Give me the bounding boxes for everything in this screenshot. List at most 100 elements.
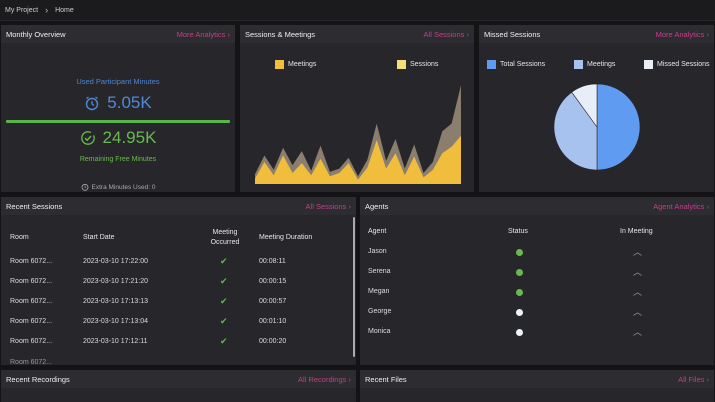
recent-recordings-header: Recent Recordings All Recordings › bbox=[1, 370, 356, 388]
legend-pie-meetings[interactable]: Meetings bbox=[574, 60, 615, 69]
col-meeting-occurred[interactable]: Meeting Occurred bbox=[210, 229, 240, 246]
remaining-minutes-label: Remaining Free Minutes bbox=[79, 156, 157, 163]
legend-sessions[interactable]: Sessions bbox=[397, 60, 438, 69]
col-meeting-duration[interactable]: Meeting Duration bbox=[259, 234, 313, 241]
recent-sessions-header: Recent Sessions All Sessions › bbox=[1, 197, 356, 215]
monthly-overview-panel: Monthly Overview More Analytics › Used P… bbox=[1, 25, 235, 192]
legend-missed-sessions[interactable]: Missed Sessions bbox=[644, 60, 710, 69]
all-recordings-link[interactable]: All Recordings › bbox=[298, 374, 351, 384]
all-sessions-link-label: All Sessions bbox=[423, 29, 465, 39]
recent-files-header: Recent Files All Files › bbox=[360, 370, 714, 388]
legend-meetings[interactable]: Meetings bbox=[275, 60, 316, 69]
check-icon: ✔ bbox=[220, 296, 228, 306]
table-row[interactable]: Room 6072... 2023-03-10 17:22:00 ✔ 00:08:11 bbox=[1, 253, 356, 273]
table-row[interactable]: Room 6072... 2023-03-10 17:21:20 ✔ 00:00:15 bbox=[1, 273, 356, 293]
timer-icon bbox=[81, 183, 89, 191]
session-duration: 00:00:20 bbox=[259, 338, 287, 345]
col-in-meeting[interactable]: In Meeting bbox=[620, 228, 653, 235]
legend-pie-meetings-label: Meetings bbox=[587, 61, 616, 68]
list-item[interactable]: Megan ︿ bbox=[360, 283, 714, 303]
sessions-area-chart bbox=[255, 85, 461, 184]
status-dot-icon bbox=[516, 249, 523, 256]
session-start-date: 2023-03-10 17:21:20 bbox=[83, 278, 148, 285]
truncated-row: Room 6072... bbox=[1, 357, 356, 365]
legend-total-sessions-label: Total Sessions bbox=[500, 61, 546, 68]
chevron-up-icon[interactable]: ︿ bbox=[633, 307, 643, 317]
used-minutes-label: Used Participant Minutes bbox=[76, 77, 160, 86]
legend-sessions-label: Sessions bbox=[410, 61, 439, 68]
all-files-link[interactable]: All Files › bbox=[678, 374, 709, 384]
extra-minutes-row: Extra Minutes Used: 0 bbox=[1, 183, 235, 191]
chevron-up-icon[interactable]: ︿ bbox=[633, 287, 643, 297]
agent-name: George bbox=[368, 308, 392, 315]
legend-pie-meetings-swatch bbox=[574, 60, 583, 69]
legend-meetings-swatch bbox=[275, 60, 284, 69]
missed-sessions-title: Missed Sessions bbox=[484, 29, 541, 39]
pie-slice-missed-sessions[interactable] bbox=[571, 83, 598, 128]
breadcrumb: My Project › Home bbox=[0, 0, 715, 21]
chevron-up-icon[interactable]: ︿ bbox=[633, 327, 643, 337]
legend-total-sessions-swatch bbox=[487, 60, 496, 69]
session-room: Room 6072... bbox=[10, 338, 53, 345]
missed-more-analytics-link[interactable]: More Analytics › bbox=[655, 29, 709, 39]
check-icon: ✔ bbox=[220, 276, 228, 286]
legend-total-sessions[interactable]: Total Sessions bbox=[487, 60, 545, 69]
col-start-date[interactable]: Start Date bbox=[83, 234, 115, 241]
agents-panel: Agents Agent Analytics › Agent Status In… bbox=[360, 197, 714, 365]
session-start-date: 2023-03-10 17:22:00 bbox=[83, 258, 148, 265]
agent-analytics-link[interactable]: Agent Analytics › bbox=[653, 201, 709, 211]
table-row[interactable]: Room 6072... 2023-03-10 17:13:13 ✔ 00:00:57 bbox=[1, 293, 356, 313]
session-room: Room 6072... bbox=[10, 278, 53, 285]
list-item[interactable]: Serena ︿ bbox=[360, 263, 714, 283]
list-item[interactable]: Monica ︿ bbox=[360, 323, 714, 343]
col-status[interactable]: Status bbox=[508, 228, 528, 235]
chevron-up-icon[interactable]: ︿ bbox=[633, 247, 643, 257]
check-clock-icon bbox=[80, 130, 96, 146]
area-series-sessions bbox=[255, 85, 461, 184]
status-dot-icon bbox=[516, 329, 523, 336]
all-files-link-label: All Files bbox=[678, 374, 705, 384]
status-dot-icon bbox=[516, 309, 523, 316]
extra-minutes-label: Extra Minutes Used: 0 bbox=[91, 183, 156, 191]
session-duration: 00:00:15 bbox=[259, 278, 287, 285]
recent-recordings-panel: Recent Recordings All Recordings › bbox=[1, 370, 356, 402]
table-row[interactable]: Room 6072... 2023-03-10 17:13:04 ✔ 00:01:10 bbox=[1, 313, 356, 333]
recent-files-panel: Recent Files All Files › bbox=[360, 370, 714, 402]
more-analytics-link[interactable]: More Analytics › bbox=[176, 29, 230, 39]
pie-slice-total-sessions[interactable] bbox=[596, 83, 641, 171]
legend-sessions-swatch bbox=[397, 60, 406, 69]
recent-all-sessions-link[interactable]: All Sessions › bbox=[305, 201, 351, 211]
remaining-minutes-value-row: 24.95K bbox=[1, 128, 235, 148]
list-item[interactable]: George ︿ bbox=[360, 303, 714, 323]
list-item[interactable]: Jason ︿ bbox=[360, 243, 714, 263]
area-series-meetings bbox=[255, 135, 461, 184]
table-row[interactable]: Room 6072... 2023-03-10 17:12:11 ✔ 00:00:20 bbox=[1, 333, 356, 353]
agent-name: Megan bbox=[368, 288, 390, 295]
agents-title: Agents bbox=[365, 201, 389, 211]
monthly-overview-title: Monthly Overview bbox=[6, 29, 66, 39]
chevron-up-icon[interactable]: ︿ bbox=[633, 267, 643, 277]
truncated-row-room: Room 6072... bbox=[10, 359, 53, 365]
recent-sessions-panel: Recent Sessions All Sessions › Room Star… bbox=[1, 197, 356, 365]
sessions-meetings-title: Sessions & Meetings bbox=[245, 29, 316, 39]
breadcrumb-home[interactable]: Home bbox=[55, 6, 74, 14]
breadcrumb-project[interactable]: My Project bbox=[5, 6, 39, 14]
pie-slice-meetings[interactable] bbox=[553, 91, 598, 171]
recent-sessions-title: Recent Sessions bbox=[6, 201, 63, 211]
status-dot-icon bbox=[516, 289, 523, 296]
sessions-meetings-header: Sessions & Meetings All Sessions › bbox=[240, 25, 474, 43]
agents-header: Agents Agent Analytics › bbox=[360, 197, 714, 215]
col-room[interactable]: Room bbox=[10, 234, 29, 241]
sessions-scrollbar[interactable] bbox=[353, 217, 355, 357]
session-room: Room 6072... bbox=[10, 298, 53, 305]
all-recordings-link-label: All Recordings bbox=[298, 374, 347, 384]
session-duration: 00:00:57 bbox=[259, 298, 287, 305]
legend-missed-sessions-swatch bbox=[644, 60, 653, 69]
agent-analytics-link-label: Agent Analytics bbox=[653, 201, 705, 211]
legend-missed-sessions-label: Missed Sessions bbox=[657, 61, 710, 68]
all-sessions-link[interactable]: All Sessions › bbox=[423, 29, 469, 39]
col-agent[interactable]: Agent bbox=[368, 228, 387, 235]
session-room: Room 6072... bbox=[10, 318, 53, 325]
remaining-minutes-value: 24.95K bbox=[102, 128, 157, 147]
session-start-date: 2023-03-10 17:13:13 bbox=[83, 298, 148, 305]
